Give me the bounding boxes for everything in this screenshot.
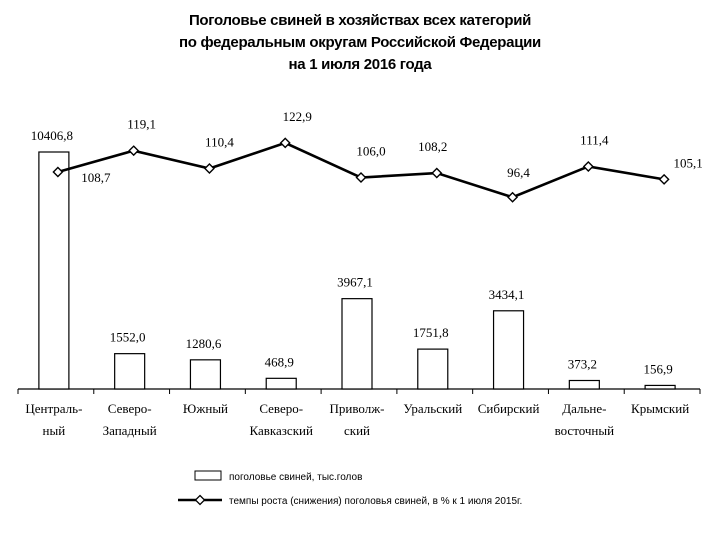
- bar: [492, 310, 525, 390]
- line-value-label: 111,4: [580, 132, 609, 147]
- x-tick-label: Кавказский: [250, 423, 313, 438]
- chart-title-line-2: по федеральным округам Российской Федера…: [179, 34, 541, 51]
- bar-value-label: 1751,8: [413, 325, 449, 340]
- line-marker: [431, 167, 443, 179]
- chart-title: Поголовье свиней в хозяйствах всех катег…: [0, 10, 720, 76]
- bar: [341, 298, 373, 390]
- x-tick-label: ский: [344, 423, 370, 438]
- line-marker: [128, 145, 140, 157]
- bar-value-label: 3434,1: [489, 287, 525, 302]
- x-tick-label: Сибирский: [478, 401, 540, 416]
- bar: [114, 353, 146, 390]
- line-value-label: 119,1: [127, 117, 156, 132]
- bar-value-label: 1552,0: [110, 330, 146, 345]
- bar-value-label: 468,9: [265, 354, 294, 369]
- x-tick-label: Западный: [103, 423, 157, 438]
- bar-value-label: 1280,6: [186, 336, 222, 351]
- line-marker: [507, 191, 519, 203]
- chart-title-line-1: Поголовье свиней в хозяйствах всех катег…: [188, 12, 532, 29]
- line-marker: [355, 172, 367, 184]
- x-tick-label: Приволж-: [329, 401, 384, 416]
- chart-title-line-3: на 1 июля 2016 года: [288, 56, 432, 73]
- x-tick-label: Дальне-: [562, 401, 606, 416]
- bar-value-label: 373,2: [568, 357, 597, 372]
- x-tick-label: Южный: [183, 401, 228, 416]
- line-value-label: 105,1: [673, 155, 702, 170]
- bar-value-label: 3967,1: [337, 275, 373, 290]
- line-marker: [582, 160, 594, 172]
- line-marker: [203, 163, 215, 175]
- legend-line-marker: [194, 494, 206, 506]
- bar: [417, 348, 449, 390]
- line-marker: [279, 137, 291, 149]
- legend-bar-label: поголовье свиней, тыс.голов: [229, 472, 362, 483]
- x-tick-label: восточный: [555, 423, 615, 438]
- x-tick-label: Централь-: [25, 401, 82, 416]
- x-tick-label: Уральский: [403, 401, 462, 416]
- legend-line-label: темпы роста (снижения) поголовья свиней,…: [229, 496, 522, 507]
- bar-value-label: 156,9: [643, 361, 672, 376]
- bar: [265, 377, 297, 390]
- bar: [38, 151, 70, 390]
- x-tick-label: Северо-: [108, 401, 152, 416]
- line-value-label: 108,2: [418, 139, 447, 154]
- line-value-label: 108,7: [81, 170, 111, 185]
- line-value-label: 106,0: [356, 144, 385, 159]
- legend-bar-swatch: [194, 470, 222, 481]
- x-tick-label: Северо-: [259, 401, 303, 416]
- line-marker: [52, 166, 64, 178]
- line-value-label: 96,4: [507, 165, 530, 180]
- bar: [568, 379, 600, 390]
- line-value-label: 110,4: [205, 135, 234, 150]
- bar: [644, 384, 676, 390]
- x-tick-label: Крымский: [631, 401, 689, 416]
- bar-value-label: 10406,8: [31, 128, 73, 143]
- bar: [189, 359, 222, 390]
- line-marker: [658, 173, 670, 185]
- line-value-label: 122,9: [283, 109, 312, 124]
- x-tick-label: ный: [43, 423, 66, 438]
